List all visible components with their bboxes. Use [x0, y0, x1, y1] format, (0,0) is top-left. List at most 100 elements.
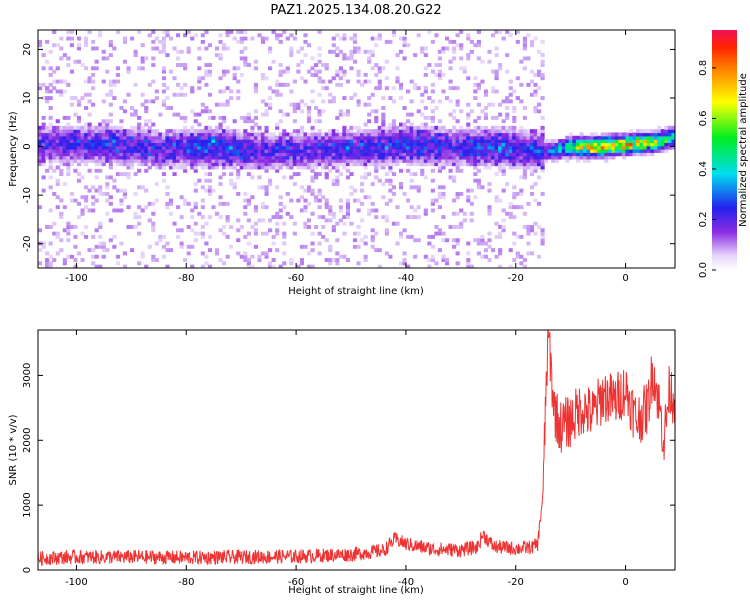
- heatmap-cell: [98, 234, 103, 239]
- heatmap-cell: [314, 119, 319, 124]
- heatmap-cell: [352, 158, 358, 163]
- heatmap-cell: [374, 168, 379, 173]
- heatmap-cell: [352, 152, 358, 157]
- heatmap-cell: [561, 145, 566, 150]
- heatmap-cell: [536, 142, 542, 147]
- heatmap-cell: [384, 155, 389, 160]
- heatmap-cell: [476, 162, 481, 167]
- heatmap-cell: [331, 142, 336, 147]
- heatmap-cell: [356, 125, 361, 130]
- heatmap-cell: [508, 248, 513, 253]
- heatmap-cell: [140, 135, 145, 140]
- heatmap-cell: [310, 132, 315, 137]
- heatmap-cell: [48, 135, 53, 140]
- heatmap-cell: [268, 49, 273, 54]
- heatmap-cell: [45, 135, 50, 140]
- heatmap-cell: [338, 218, 343, 223]
- heatmap-cell: [374, 231, 379, 236]
- heatmap-cell: [98, 244, 103, 249]
- heatmap-cell: [331, 182, 336, 186]
- heatmap-cell: [522, 43, 527, 48]
- heatmap-cell: [137, 158, 142, 163]
- heatmap-cell: [310, 211, 315, 216]
- heatmap-cell: [444, 132, 450, 137]
- heatmap-cell: [490, 69, 496, 74]
- heatmap-cell: [59, 215, 64, 220]
- heatmap-cell: [444, 46, 450, 51]
- heatmap-cell: [257, 185, 262, 190]
- heatmap-cell: [533, 158, 538, 163]
- heatmap-cell: [533, 142, 538, 147]
- heatmap-cell: [303, 162, 308, 167]
- heatmap-cell: [331, 135, 336, 140]
- heatmap-cell: [179, 135, 184, 140]
- heatmap-cell: [140, 185, 145, 190]
- heatmap-cell: [653, 135, 658, 140]
- heatmap-cell: [108, 119, 113, 124]
- heatmap-cell: [112, 155, 117, 160]
- heatmap-cell: [452, 125, 457, 130]
- heatmap-cell: [466, 132, 471, 137]
- heatmap-cell: [335, 46, 340, 51]
- heatmap-cell: [660, 132, 665, 137]
- heatmap-cell: [388, 162, 393, 167]
- heatmap-cell: [147, 145, 152, 150]
- heatmap-cell: [448, 168, 453, 173]
- heatmap-cell: [519, 188, 524, 193]
- heatmap-cell: [462, 142, 467, 147]
- heatmap-cell: [529, 92, 535, 97]
- heatmap-cell: [324, 205, 329, 210]
- heatmap-cell: [140, 142, 145, 147]
- heatmap-cell: [395, 155, 400, 160]
- heatmap-cell: [119, 188, 124, 193]
- heatmap-cell: [349, 145, 354, 150]
- heatmap-cell: [91, 142, 96, 147]
- heatmap-cell: [253, 86, 259, 91]
- heatmap-cell: [501, 135, 506, 140]
- heatmap-cell: [151, 254, 156, 259]
- heatmap-cell: [179, 145, 184, 150]
- heatmap-cell: [434, 225, 439, 229]
- heatmap-cell: [356, 162, 361, 167]
- heatmap-cell: [161, 139, 166, 143]
- heatmap-cell: [73, 158, 78, 163]
- heatmap-cell: [282, 112, 287, 117]
- heatmap-cell: [416, 162, 421, 167]
- heatmap-cell: [342, 221, 347, 226]
- heatmap-cell: [218, 125, 223, 130]
- heatmap-cell: [66, 168, 71, 173]
- heatmap-cell: [98, 33, 103, 38]
- heatmap-cell: [526, 142, 531, 147]
- heatmap-cell: [101, 119, 106, 124]
- heatmap-cell: [384, 129, 389, 134]
- heatmap-cell: [91, 66, 96, 71]
- heatmap-cell: [292, 139, 297, 143]
- heatmap-cell: [115, 155, 120, 160]
- heatmap-cell: [459, 30, 464, 34]
- heatmap-cell: [533, 152, 538, 157]
- heatmap-cell: [151, 135, 156, 140]
- heatmap-cell: [575, 149, 581, 153]
- heatmap-cell: [487, 258, 492, 262]
- heatmap-cell: [441, 155, 446, 160]
- heatmap-cell: [73, 139, 78, 143]
- heatmap-cell: [374, 135, 379, 140]
- heatmap-cell: [62, 145, 67, 150]
- heatmap-cell: [246, 152, 251, 157]
- heatmap-cell: [158, 234, 163, 239]
- heatmap-cell: [122, 39, 128, 44]
- heatmap-cell: [48, 261, 53, 266]
- heatmap-cell: [377, 33, 382, 38]
- heatmap-cell: [179, 162, 184, 167]
- heatmap-cell: [59, 56, 64, 61]
- heatmap-cell: [533, 198, 538, 203]
- heatmap-cell: [360, 149, 365, 153]
- heatmap-cell: [98, 264, 103, 268]
- heatmap-x-tick-label: -60: [288, 273, 304, 284]
- heatmap-cell: [349, 96, 354, 101]
- heatmap-cell: [140, 254, 145, 259]
- heatmap-cell: [388, 158, 393, 163]
- heatmap-cell: [214, 53, 220, 58]
- heatmap-cell: [204, 63, 209, 67]
- heatmap-cell: [55, 152, 60, 157]
